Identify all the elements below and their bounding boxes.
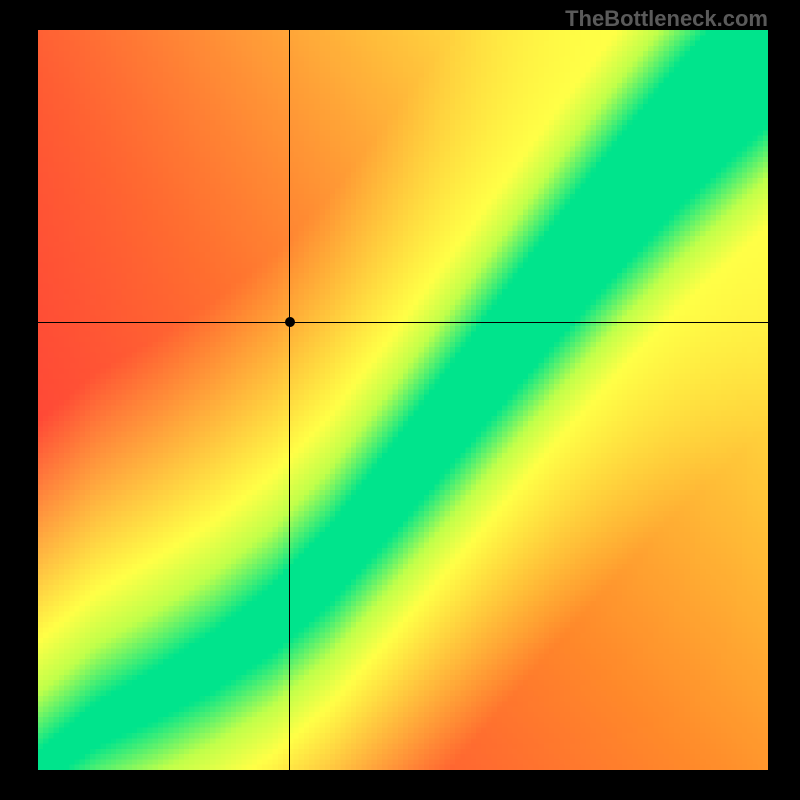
bottleneck-heatmap [38, 30, 768, 770]
watermark-text: TheBottleneck.com [565, 6, 768, 32]
chart-container: TheBottleneck.com [0, 0, 800, 800]
